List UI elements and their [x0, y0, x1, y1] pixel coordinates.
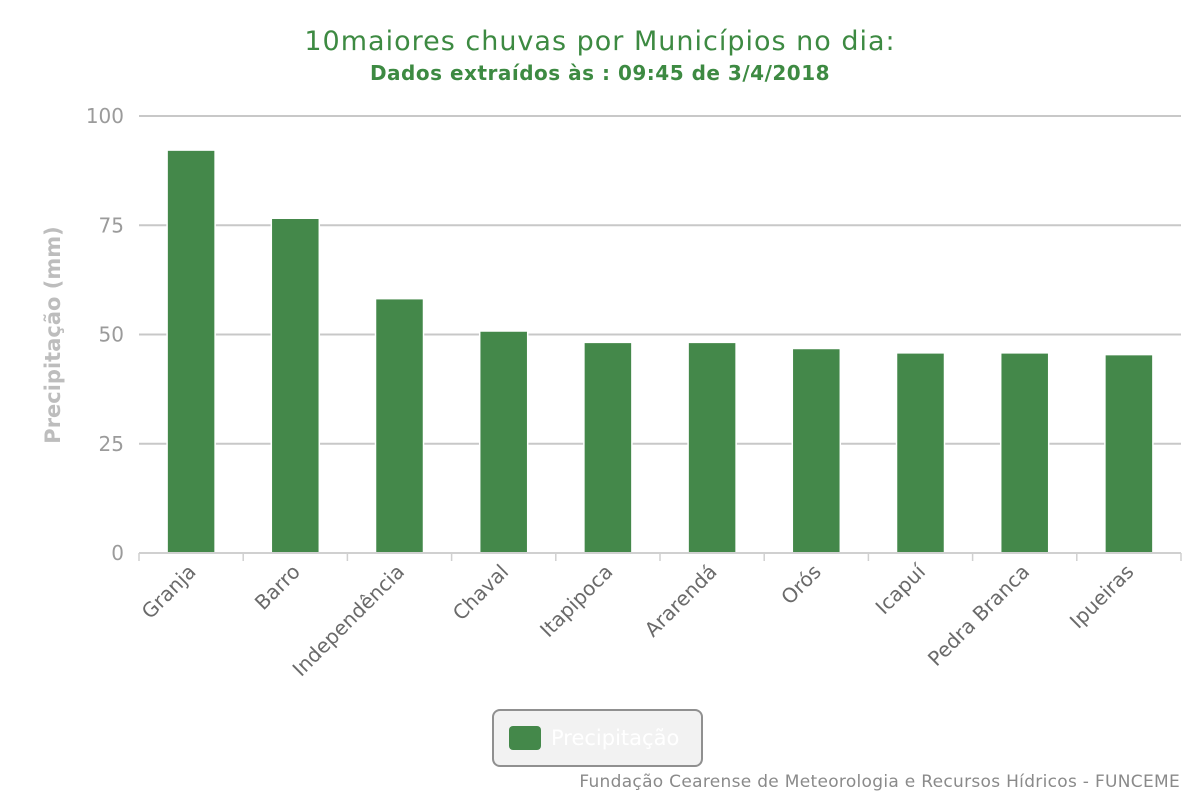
chart-title: 10maiores chuvas por Municípios no dia: — [304, 26, 895, 57]
x-tick-label: Chaval — [448, 560, 513, 625]
bars — [166, 149, 1154, 554]
bar-pedra-branca[interactable] — [999, 352, 1050, 554]
bar-itapipoca[interactable] — [583, 341, 633, 554]
x-tick-label: Pedra Branca — [923, 560, 1034, 671]
y-tick-label: 25 — [99, 432, 124, 456]
y-axis-title: Precipitação (mm) — [41, 226, 65, 443]
legend-swatch — [509, 726, 541, 750]
y-tick-label: 0 — [111, 541, 124, 565]
legend-item-precipitacao[interactable]: Precipitação — [492, 709, 703, 767]
y-tick-label: 100 — [86, 104, 124, 128]
bar-independência[interactable] — [374, 297, 425, 554]
chart-subtitle: Dados extraídos às : 09:45 de 3/4/2018 — [370, 61, 830, 85]
x-tick-label: Itapipoca — [535, 560, 617, 642]
x-tick-label: Ararendá — [640, 560, 722, 642]
x-tick-label: Ipueiras — [1065, 560, 1139, 634]
x-tick-label: Independência — [288, 560, 409, 681]
y-axis-ticks: 0 25 50 75 100 — [86, 104, 124, 565]
bar-granja[interactable] — [166, 149, 216, 554]
bar-ipueiras[interactable] — [1104, 353, 1154, 554]
bar-chaval[interactable] — [478, 330, 529, 554]
y-tick-label: 50 — [99, 323, 124, 347]
x-tick-label: Barro — [250, 560, 305, 615]
credits-text: Fundação Cearense de Meteorologia e Recu… — [579, 772, 1180, 792]
x-tick-label: Icapuí — [871, 559, 931, 619]
x-tick-label: Orós — [776, 560, 826, 610]
y-tick-label: 75 — [99, 213, 124, 237]
x-axis — [138, 552, 1182, 561]
bar-orós[interactable] — [791, 347, 842, 554]
x-tick-label: Granja — [137, 560, 201, 624]
bar-icapuí[interactable] — [895, 352, 946, 554]
legend-label: Precipitação — [551, 726, 680, 750]
bar-ararendá[interactable] — [687, 341, 737, 554]
bar-barro[interactable] — [270, 217, 321, 554]
